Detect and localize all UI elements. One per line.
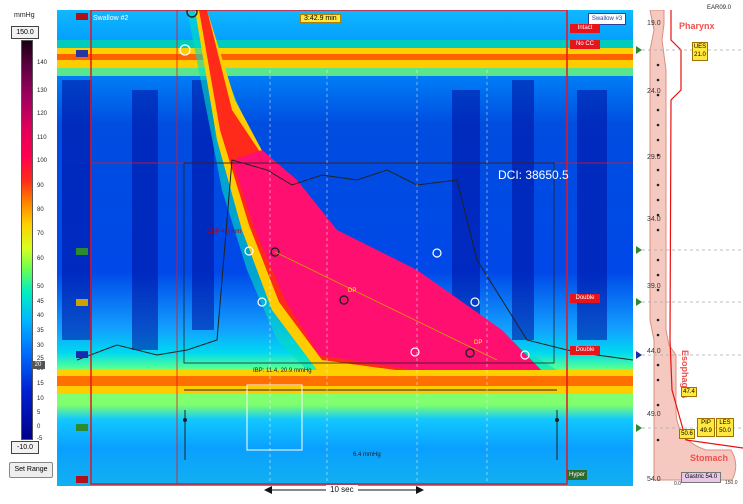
colorbar-tick: 25 bbox=[37, 356, 44, 362]
status-intact: Intact bbox=[570, 24, 600, 33]
colorbar-tick: 0 bbox=[37, 424, 41, 430]
colorbar-tick: 35 bbox=[37, 328, 44, 334]
colorbar-tick: 130 bbox=[37, 88, 48, 94]
dp-mark: DP bbox=[474, 340, 483, 346]
plot-overlay bbox=[57, 10, 633, 485]
time-scale-label: 10 sec bbox=[326, 485, 358, 494]
status-double: Double bbox=[570, 346, 600, 355]
status-hyper: Hyper bbox=[568, 471, 586, 480]
depth-tick: 49.0 bbox=[647, 411, 661, 418]
value-50-6: 50.6 bbox=[679, 429, 695, 439]
right-scale-end: 150.0 bbox=[725, 480, 738, 486]
depth-tick: 19.0 bbox=[647, 20, 661, 27]
pressure-topography-plot[interactable] bbox=[57, 10, 633, 486]
swallow-next-tab[interactable]: Swallow #3 bbox=[588, 13, 626, 25]
colorbar-tick: 120 bbox=[37, 111, 48, 117]
ues-box[interactable]: UES 21.0 bbox=[692, 42, 708, 61]
colorbar-tick: 60 bbox=[37, 256, 44, 262]
dci-readout: DCI: 38650.5 bbox=[498, 168, 569, 182]
colorbar-tick: 10 bbox=[37, 396, 44, 402]
colorbar-tick: 100 bbox=[37, 158, 48, 164]
colorbar-tick: 5 bbox=[37, 410, 41, 416]
region-stomach-label: Stomach bbox=[690, 453, 729, 463]
colorbar-tick: 50 bbox=[37, 284, 44, 290]
scale-unit-label: mmHg bbox=[14, 12, 35, 19]
set-range-button[interactable]: Set Range bbox=[9, 462, 53, 478]
dp-mark: DP bbox=[348, 288, 357, 294]
baseline-pressure-label: 6.4 mmHg bbox=[353, 452, 381, 458]
ibp-readout: IBP: 11.4, 20.9 mmHg bbox=[253, 368, 312, 374]
colorbar-tick: -5 bbox=[37, 436, 43, 442]
status-no-cc: No CC bbox=[570, 40, 600, 49]
cdp-label: CDP 4.0 mm bbox=[207, 229, 242, 235]
status-double: Double bbox=[570, 294, 600, 303]
colorbar-tick: 110 bbox=[37, 135, 47, 141]
colorbar-tick: 15 bbox=[37, 381, 44, 387]
depth-tick: 54.0 bbox=[647, 476, 661, 483]
depth-tick: 24.0 bbox=[647, 88, 661, 95]
depth-tick: 29.0 bbox=[647, 154, 661, 161]
les-box[interactable]: LES 50.0 bbox=[716, 418, 734, 437]
current-value-marker[interactable]: 20 bbox=[31, 361, 45, 369]
scale-max-input[interactable]: 150.0 bbox=[11, 26, 39, 39]
colorbar-tick: 80 bbox=[37, 207, 44, 213]
colorbar-tick: 20 bbox=[37, 366, 44, 372]
file-id: EAR09.0 bbox=[707, 5, 732, 11]
colorbar-tick: 90 bbox=[37, 183, 44, 189]
colorbar-tick: 70 bbox=[37, 231, 44, 237]
depth-tick: 34.0 bbox=[647, 216, 661, 223]
colorbar-tick: 140 bbox=[37, 60, 48, 66]
scale-min-input[interactable]: -10.0 bbox=[11, 441, 39, 454]
region-pharynx-label: Pharynx bbox=[679, 21, 715, 31]
colorbar-tick: 45 bbox=[37, 299, 44, 305]
right-scale-zero: 0.0 bbox=[674, 481, 681, 487]
pressure-colorbar bbox=[21, 40, 33, 440]
colorbar-tick: 40 bbox=[37, 313, 44, 319]
depth-tick: 39.0 bbox=[647, 283, 661, 290]
gastric-box[interactable]: Gastric 54.0 bbox=[681, 472, 721, 483]
depth-tick: 44.0 bbox=[647, 348, 661, 355]
value-47-4: 47.4 bbox=[681, 387, 697, 397]
swallow-prev-tab[interactable]: Swallow #2 bbox=[93, 15, 129, 22]
time-marker[interactable]: 3:42.9 min bbox=[300, 14, 341, 23]
pip-box[interactable]: PIP 49.9 bbox=[697, 418, 715, 437]
anatomy-panel bbox=[636, 9, 743, 486]
colorbar-tick: 30 bbox=[37, 343, 44, 349]
